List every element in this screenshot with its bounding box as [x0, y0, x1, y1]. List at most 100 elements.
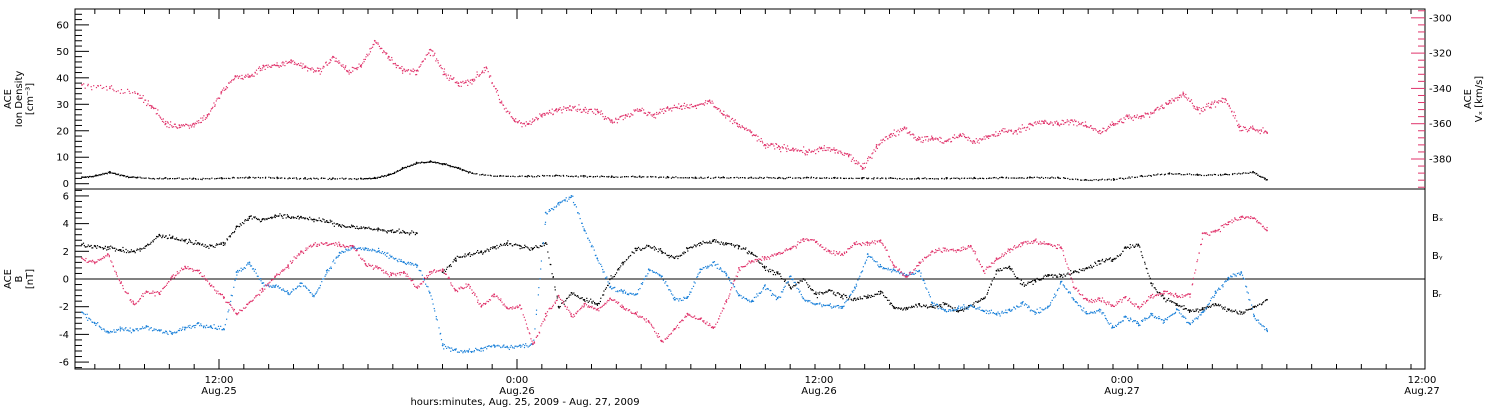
data-point: [486, 348, 488, 350]
data-point: [468, 252, 471, 254]
data-point: [644, 112, 646, 114]
data-point: [181, 178, 183, 180]
data-point: [903, 127, 906, 129]
data-point: [807, 177, 810, 179]
data-point: [405, 167, 408, 169]
data-point: [153, 107, 155, 109]
data-point: [106, 246, 109, 249]
data-point: [995, 135, 997, 137]
data-point: [957, 137, 959, 139]
data-point: [569, 109, 571, 111]
data-point: [441, 68, 443, 70]
data-point: [1219, 173, 1222, 176]
data-point: [260, 278, 262, 280]
data-point: [453, 77, 455, 79]
data-point: [469, 82, 471, 84]
data-point: [317, 219, 319, 222]
data-point: [859, 298, 862, 300]
data-point: [684, 177, 687, 179]
y2-axis-label: ACEVₓ [km/s]: [1463, 76, 1485, 122]
data-point: [1179, 94, 1181, 96]
data-point: [666, 106, 669, 108]
data-point: [963, 134, 965, 136]
data-point: [413, 71, 415, 73]
data-point: [504, 244, 506, 246]
data-point: [554, 286, 556, 288]
data-point: [1001, 312, 1003, 314]
data-point: [1217, 303, 1220, 305]
data-point: [622, 118, 624, 121]
data-point: [1231, 110, 1233, 112]
data-point: [458, 256, 460, 258]
data-point: [1060, 275, 1062, 278]
data-point: [556, 295, 558, 297]
data-point: [559, 202, 562, 204]
data-point: [921, 136, 923, 138]
data-point: [418, 162, 420, 164]
data-point: [1016, 133, 1018, 135]
data-point: [754, 254, 756, 257]
data-point: [418, 269, 420, 272]
data-point: [1007, 130, 1009, 132]
data-point: [305, 286, 307, 288]
data-point: [913, 134, 915, 136]
data-point: [161, 118, 163, 121]
data-point: [930, 304, 932, 306]
data-point: [937, 308, 939, 310]
data-point: [1012, 133, 1014, 135]
data-point: [145, 177, 147, 179]
data-point: [411, 70, 413, 72]
data-point: [852, 157, 855, 159]
data-point: [253, 216, 255, 218]
data-point: [818, 146, 821, 148]
data-point: [639, 248, 641, 250]
data-point: [185, 123, 188, 126]
data-point: [591, 244, 593, 247]
data-point: [273, 286, 275, 288]
data-point: [139, 247, 141, 250]
data-point: [98, 246, 100, 248]
data-point: [1047, 305, 1049, 307]
data-point: [448, 79, 450, 81]
data-point: [513, 119, 516, 122]
data-point: [647, 111, 649, 113]
data-point: [137, 330, 139, 332]
data-point: [721, 270, 723, 272]
data-point: [548, 257, 550, 259]
data-point: [107, 171, 109, 173]
y-tick-label: 0: [63, 275, 69, 286]
data-point: [173, 178, 176, 180]
data-point: [529, 344, 531, 346]
data-point: [1175, 308, 1178, 310]
data-point: [651, 247, 653, 249]
data-point: [254, 217, 256, 219]
data-point: [1048, 305, 1050, 307]
data-point: [933, 138, 935, 140]
data-point: [1173, 313, 1175, 315]
data-point: [376, 177, 378, 179]
data-point: [1133, 116, 1135, 118]
data-point: [1208, 174, 1210, 176]
data-point: [163, 121, 165, 123]
data-point: [507, 240, 509, 242]
data-point: [218, 328, 220, 330]
data-point: [634, 110, 636, 112]
data-point: [598, 303, 600, 305]
data-point: [748, 250, 750, 252]
data-point: [1090, 311, 1092, 313]
data-point: [731, 117, 734, 120]
data-point: [467, 254, 469, 256]
data-point: [529, 120, 531, 122]
data-point: [324, 221, 326, 223]
data-point: [726, 177, 728, 179]
data-point: [1155, 288, 1157, 291]
data-point: [468, 171, 470, 173]
data-point: [661, 110, 663, 112]
data-point: [1248, 127, 1251, 130]
data-point: [950, 310, 952, 312]
data-point: [1146, 318, 1148, 320]
data-point: [1016, 277, 1018, 279]
data-point: [235, 226, 237, 228]
data-point: [1113, 257, 1115, 260]
data-point: [117, 173, 120, 175]
